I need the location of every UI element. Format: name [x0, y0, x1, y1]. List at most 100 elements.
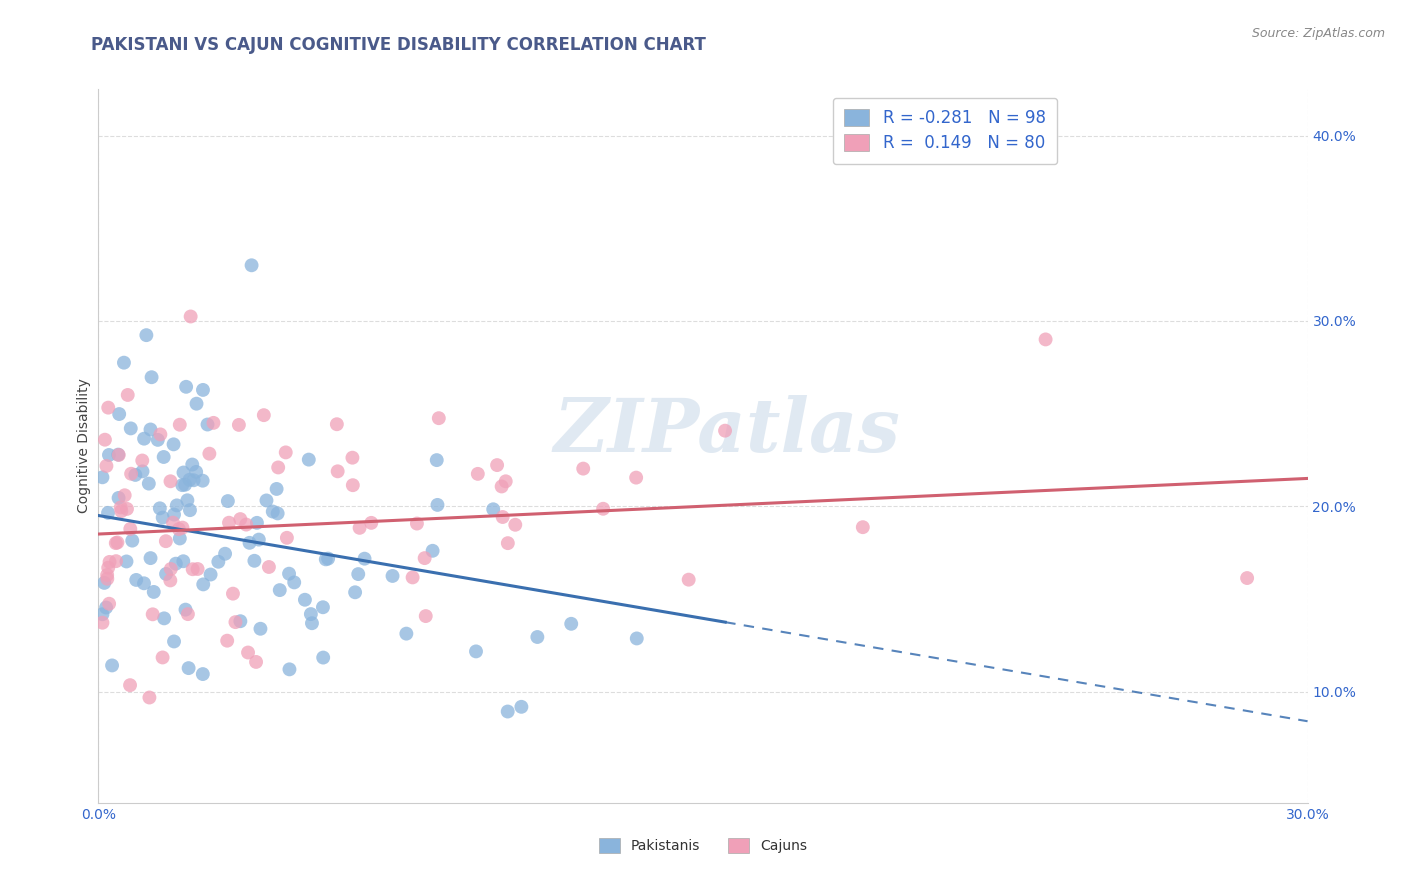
Point: [183, 473, 205, 487]
Point: [98, 597, 121, 611]
Point: [141, 370, 163, 384]
Point: [491, 479, 513, 493]
Point: [249, 622, 271, 636]
Point: [131, 464, 153, 478]
Point: [253, 408, 276, 422]
Point: [97, 560, 120, 574]
Point: [131, 453, 153, 467]
Point: [236, 646, 259, 660]
Point: [349, 521, 371, 535]
Point: [177, 607, 200, 621]
Point: [169, 417, 191, 432]
Point: [132, 576, 155, 591]
Legend: Pakistanis, Cajuns: Pakistanis, Cajuns: [592, 831, 814, 860]
Point: [153, 611, 176, 625]
Point: [510, 699, 533, 714]
Text: PAKISTANI VS CAJUN COGNITIVE DISABILITY CORRELATION CHART: PAKISTANI VS CAJUN COGNITIVE DISABILITY …: [91, 36, 706, 54]
Point: [427, 411, 450, 425]
Point: [98, 448, 121, 462]
Point: [496, 705, 519, 719]
Point: [105, 535, 128, 549]
Point: [163, 634, 186, 648]
Point: [238, 536, 260, 550]
Point: [274, 445, 297, 459]
Point: [96, 458, 118, 473]
Point: [353, 551, 375, 566]
Point: [495, 475, 517, 489]
Point: [181, 562, 204, 576]
Point: [496, 536, 519, 550]
Point: [298, 452, 321, 467]
Point: [91, 470, 114, 484]
Point: [267, 460, 290, 475]
Point: [107, 448, 129, 462]
Point: [159, 475, 181, 489]
Point: [240, 258, 263, 272]
Point: [108, 407, 131, 421]
Point: [155, 534, 177, 549]
Point: [180, 310, 202, 324]
Point: [245, 655, 267, 669]
Point: [256, 493, 278, 508]
Point: [112, 356, 135, 370]
Point: [132, 432, 155, 446]
Point: [243, 554, 266, 568]
Point: [326, 464, 349, 478]
Point: [572, 461, 595, 475]
Point: [96, 568, 118, 582]
Point: [465, 644, 488, 658]
Point: [191, 383, 214, 397]
Point: [91, 615, 114, 630]
Point: [198, 447, 221, 461]
Point: [266, 482, 288, 496]
Point: [624, 470, 647, 484]
Point: [486, 458, 509, 472]
Point: [139, 422, 162, 436]
Point: [107, 491, 129, 505]
Point: [592, 501, 614, 516]
Point: [120, 421, 142, 435]
Point: [117, 388, 139, 402]
Point: [426, 498, 449, 512]
Point: [406, 516, 429, 531]
Point: [169, 532, 191, 546]
Point: [301, 616, 323, 631]
Point: [138, 476, 160, 491]
Y-axis label: Cognitive Disability: Cognitive Disability: [77, 378, 91, 514]
Point: [104, 536, 127, 550]
Point: [401, 570, 423, 584]
Point: [152, 650, 174, 665]
Point: [179, 503, 201, 517]
Point: [246, 516, 269, 530]
Point: [347, 567, 370, 582]
Point: [278, 566, 301, 581]
Point: [714, 424, 737, 438]
Point: [294, 592, 316, 607]
Point: [165, 557, 187, 571]
Point: [299, 607, 322, 621]
Point: [191, 667, 214, 681]
Point: [467, 467, 489, 481]
Point: [149, 501, 172, 516]
Point: [186, 397, 208, 411]
Point: [214, 547, 236, 561]
Point: [381, 569, 404, 583]
Point: [172, 521, 194, 535]
Point: [120, 522, 142, 536]
Point: [257, 560, 280, 574]
Point: [283, 575, 305, 590]
Point: [342, 478, 364, 492]
Point: [395, 626, 418, 640]
Point: [115, 502, 138, 516]
Point: [94, 433, 117, 447]
Point: [172, 478, 194, 492]
Point: [482, 502, 505, 516]
Point: [120, 467, 142, 481]
Point: [110, 500, 132, 515]
Point: [179, 473, 201, 487]
Point: [186, 465, 208, 479]
Point: [115, 554, 138, 568]
Point: [278, 662, 301, 676]
Point: [174, 380, 197, 394]
Point: [200, 567, 222, 582]
